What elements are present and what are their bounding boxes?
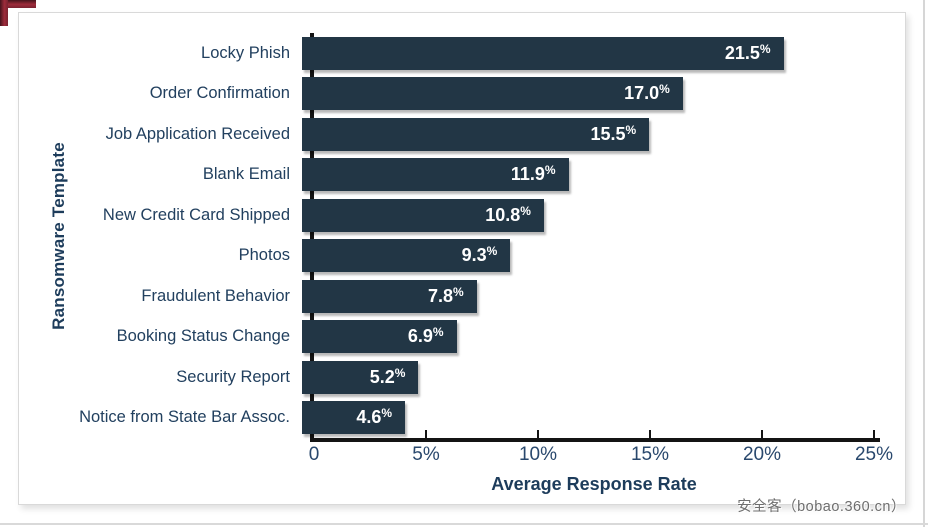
page-edge-right [923,0,925,527]
category-label: Photos [238,246,290,265]
table-row: Blank Email 11.9% [31,155,874,196]
bar: 4.6% [302,401,406,435]
x-axis-tick [649,430,651,438]
bar-track: 11.9% [302,155,862,196]
bar-track: 6.9% [302,317,862,358]
percent-sign: % [486,244,498,259]
bar: 15.5% [302,117,650,151]
category-label: Order Confirmation [149,84,290,103]
y-axis-line [310,33,314,442]
category-label: Locky Phish [201,43,290,62]
percent-sign: % [659,82,670,97]
percent-sign: % [520,203,531,218]
x-axis-line [310,438,880,442]
table-row: Notice from State Bar Assoc. 4.6% [31,398,874,439]
bar-value-label: 9.3 [461,245,487,266]
percent-sign: % [625,122,637,137]
category-label: Booking Status Change [116,327,290,346]
percent-sign: % [381,406,393,421]
x-axis-title: Average Response Rate [491,474,697,494]
bar-track: 10.8% [302,195,862,236]
chart-card: Ransomware Template Locky Phish 21.5% Orde… [18,12,906,505]
bar: 9.3% [302,239,511,273]
bar-track: 7.8% [302,276,862,317]
category-label: Job Application Received [105,124,290,143]
table-row: New Credit Card Shipped 10.8% [31,195,874,236]
bar-value-label: 5.2 [369,366,395,387]
category-label: Security Report [176,367,290,386]
table-row: Order Confirmation 17.0% [31,74,874,115]
bar-value-label: 6.9 [407,326,433,347]
bar: 17.0% [302,77,683,111]
watermark: 安全客（bobao.360.cn） [737,499,906,515]
x-tick-label: 5% [412,444,440,465]
percent-sign: % [759,41,771,56]
x-tick-label: 20% [742,444,782,465]
table-row: Locky Phish 21.5% [31,33,874,74]
bar-value-label: 17.0 [624,83,660,104]
table-row: Fraudulent Behavior 7.8% [31,276,874,317]
percent-sign: % [544,163,556,178]
corner-bracket-icon [0,0,8,26]
bar-value-label: 15.5 [590,123,626,144]
x-axis-tick [537,430,539,438]
bar-track: 4.6% [302,398,862,439]
category-label: New Credit Card Shipped [102,205,290,224]
bar: 5.2% [302,360,419,394]
x-axis-tick [425,430,427,438]
bar-track: 21.5% [302,33,862,74]
table-row: Photos 9.3% [31,236,874,277]
x-tick-label: 0 [308,444,320,465]
category-label: Blank Email [202,165,290,184]
bar-value-label: 10.8 [485,204,521,225]
bar-track: 9.3% [302,236,862,277]
table-row: Job Application Received 15.5% [31,114,874,155]
table-row: Security Report 5.2% [31,357,874,398]
x-axis-tick [873,430,875,438]
bar-track: 5.2% [302,357,862,398]
percent-sign: % [453,284,464,299]
bar-track: 15.5% [302,114,862,155]
bar-rows: Locky Phish 21.5% Order Confirmation 17.0% J… [31,33,874,438]
bar-value-label: 4.6 [356,407,382,428]
bar-value-label: 21.5 [724,42,760,63]
x-axis-tick [761,430,763,438]
x-tick-label: 10% [518,444,558,465]
corner-bracket-icon [0,0,36,8]
bar-value-label: 11.9 [510,164,545,185]
bar: 11.9% [302,158,569,192]
category-label: Notice from State Bar Assoc. [79,408,290,427]
bar: 10.8% [302,198,544,232]
percent-sign: % [432,325,444,340]
bar: 6.9% [302,320,457,354]
bar: 21.5% [302,36,784,70]
table-row: Booking Status Change 6.9% [31,317,874,358]
x-tick-label: 25% [854,444,894,465]
bar: 7.8% [302,279,477,313]
bar-value-label: 7.8 [428,285,454,306]
x-tick-label: 15% [630,444,670,465]
percent-sign: % [394,365,406,380]
page-edge-bottom [0,523,928,525]
bar-track: 17.0% [302,74,862,115]
category-label: Fraudulent Behavior [141,286,290,305]
